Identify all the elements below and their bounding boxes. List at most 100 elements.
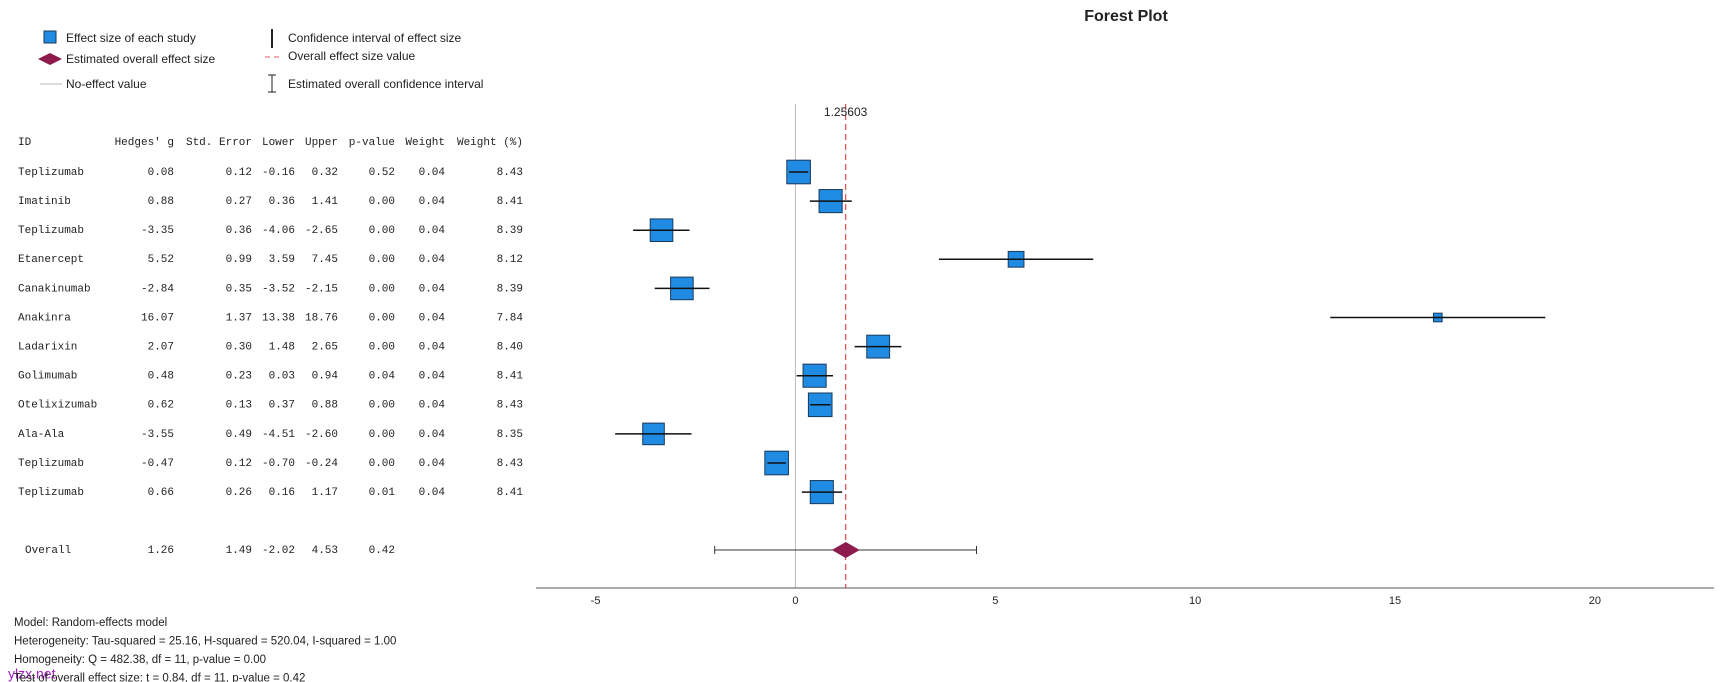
- table-cell: -2.60: [305, 429, 338, 441]
- table-cell: 0.99: [226, 254, 252, 266]
- table-cell: 0.16: [269, 487, 295, 499]
- legend-text: Estimated overall effect size: [66, 52, 216, 66]
- table-cell: 0.00: [369, 342, 395, 354]
- x-tick-label: -5: [591, 595, 601, 607]
- table-cell: -2.65: [305, 225, 338, 237]
- table-cell: 8.39: [497, 283, 523, 295]
- study-id: Canakinumab: [18, 283, 91, 295]
- table-cell: 18.76: [305, 312, 338, 324]
- table-cell: 0.66: [148, 487, 174, 499]
- table-header: Hedges' g: [115, 137, 174, 149]
- table-cell: 0.12: [226, 458, 252, 470]
- chart-title: Forest Plot: [1084, 8, 1168, 25]
- table-cell: 0.04: [419, 371, 446, 383]
- study-id: Ala-Ala: [18, 429, 65, 441]
- table-cell: 1.41: [312, 196, 339, 208]
- table-cell: 2.65: [312, 342, 338, 354]
- table-cell: 4.53: [312, 545, 338, 557]
- table-cell: 0.49: [226, 429, 252, 441]
- table-cell: 0.00: [369, 458, 395, 470]
- legend-text: No-effect value: [66, 77, 147, 91]
- table-cell: -3.52: [262, 283, 295, 295]
- table-cell: 0.42: [369, 545, 395, 557]
- footnote: Heterogeneity: Tau-squared = 25.16, H-sq…: [14, 636, 396, 648]
- table-cell: -2.15: [305, 283, 338, 295]
- table-cell: 0.36: [226, 225, 252, 237]
- x-tick-label: 5: [992, 595, 998, 607]
- table-cell: -3.55: [141, 429, 174, 441]
- x-tick-label: 15: [1389, 595, 1401, 607]
- table-cell: 0.00: [369, 400, 395, 412]
- table-cell: 0.62: [148, 400, 174, 412]
- table-cell: 1.48: [269, 342, 295, 354]
- table-cell: 0.27: [226, 196, 252, 208]
- legend-text: Estimated overall confidence interval: [288, 77, 483, 91]
- legend-text: Overall effect size value: [288, 49, 415, 63]
- table-header: Lower: [262, 137, 295, 149]
- table-cell: -2.84: [141, 283, 174, 295]
- study-id: Teplizumab: [18, 167, 84, 179]
- table-cell: 8.43: [497, 400, 523, 412]
- table-cell: 0.48: [148, 371, 174, 383]
- table-header: Std. Error: [186, 137, 252, 149]
- table-cell: 7.84: [497, 312, 524, 324]
- table-cell: -0.47: [141, 458, 174, 470]
- x-tick-label: 20: [1589, 595, 1601, 607]
- table-cell: 0.52: [369, 167, 395, 179]
- table-cell: -0.24: [305, 458, 338, 470]
- table-cell: 0.04: [419, 167, 446, 179]
- legend-text: Effect size of each study: [66, 31, 196, 45]
- study-id: Teplizumab: [18, 225, 84, 237]
- table-header: Weight: [405, 137, 445, 149]
- study-id: Golimumab: [18, 371, 77, 383]
- table-header: p-value: [349, 137, 395, 149]
- legend-diamond: [38, 53, 62, 65]
- study-id: Etanercept: [18, 254, 84, 266]
- table-cell: 0.00: [369, 429, 395, 441]
- table-header: ID: [18, 137, 32, 149]
- study-id: Otelixizumab: [18, 400, 97, 412]
- table-cell: 8.41: [497, 371, 524, 383]
- table-cell: 0.04: [419, 429, 446, 441]
- overall-value-label: 1.25603: [824, 105, 868, 119]
- table-cell: -4.51: [262, 429, 295, 441]
- table-cell: 0.00: [369, 254, 395, 266]
- table-cell: 1.49: [226, 545, 252, 557]
- table-header: Upper: [305, 137, 338, 149]
- study-id: Anakinra: [18, 312, 71, 324]
- table-cell: 0.13: [226, 400, 252, 412]
- table-cell: 0.88: [148, 196, 174, 208]
- table-cell: 0.88: [312, 400, 338, 412]
- table-cell: 0.04: [419, 254, 446, 266]
- legend-text: Confidence interval of effect size: [288, 31, 462, 45]
- table-cell: 3.59: [269, 254, 295, 266]
- table-cell: 0.04: [369, 371, 396, 383]
- table-cell: 1.26: [148, 545, 174, 557]
- table-cell: 0.00: [369, 225, 395, 237]
- table-cell: 7.45: [312, 254, 338, 266]
- table-cell: 0.04: [419, 487, 446, 499]
- overall-id: Overall: [25, 545, 71, 557]
- table-cell: 0.00: [369, 283, 395, 295]
- table-cell: 0.23: [226, 371, 252, 383]
- table-cell: 8.39: [497, 225, 523, 237]
- table-cell: 0.04: [419, 400, 446, 412]
- table-cell: 8.43: [497, 167, 523, 179]
- table-cell: 0.01: [369, 487, 396, 499]
- table-cell: 8.35: [497, 429, 523, 441]
- table-cell: 1.17: [312, 487, 338, 499]
- overall-effect: [831, 542, 860, 558]
- table-cell: -3.35: [141, 225, 174, 237]
- footnote: Model: Random-effects model: [14, 617, 167, 629]
- table-cell: 0.35: [226, 283, 252, 295]
- table-cell: 0.08: [148, 167, 174, 179]
- x-tick-label: 10: [1189, 595, 1201, 607]
- table-cell: 13.38: [262, 312, 295, 324]
- footnote: Test of overall effect size: t = 0.84, d…: [14, 673, 305, 682]
- table-cell: 0.00: [369, 312, 395, 324]
- table-cell: 8.12: [497, 254, 523, 266]
- table-cell: 0.32: [312, 167, 338, 179]
- x-tick-label: 0: [792, 595, 798, 607]
- legend-square: [43, 30, 57, 44]
- table-cell: 0.26: [226, 487, 252, 499]
